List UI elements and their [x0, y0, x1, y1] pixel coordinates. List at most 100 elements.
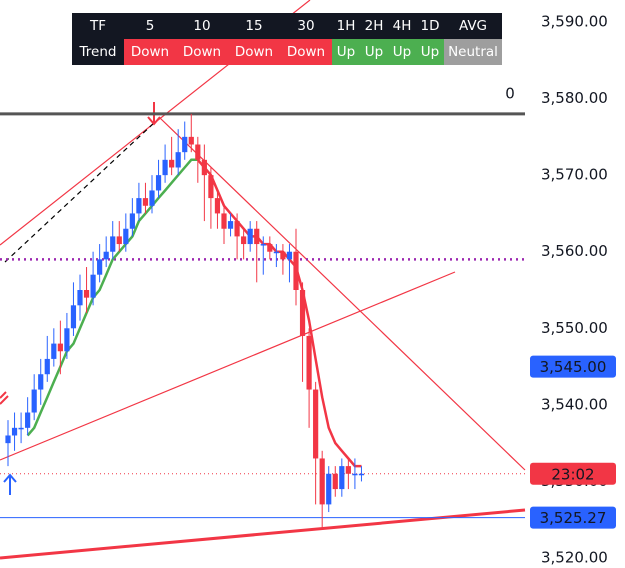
moving-average	[196, 158, 362, 468]
price-tag-label: 23:02	[551, 465, 594, 483]
candle-body	[345, 466, 351, 474]
candle-body	[116, 236, 122, 245]
table-header-text: 1H	[337, 18, 356, 34]
table-header-text: TF	[89, 18, 106, 34]
table-cell	[228, 39, 280, 65]
table-cell	[416, 39, 444, 65]
candle-body	[286, 251, 293, 260]
candle-body	[227, 221, 234, 229]
candle-body	[44, 358, 50, 375]
table-cell	[280, 39, 332, 65]
candle-body	[280, 251, 286, 260]
candle-body	[188, 136, 194, 145]
candle-body	[38, 374, 44, 390]
y-tick-label: 3,540.00	[541, 395, 608, 413]
candle-body	[142, 198, 149, 206]
candle-body	[247, 228, 253, 245]
y-tick-label: 3,520.00	[541, 549, 608, 567]
table-cell	[72, 39, 124, 65]
table-cell	[444, 39, 502, 65]
candle-body	[221, 213, 227, 229]
table-header-text: 4H	[393, 18, 412, 34]
price-tag	[530, 506, 616, 529]
candle-body	[319, 458, 325, 505]
candle-body	[273, 251, 279, 254]
table-cell-text: Trend	[79, 44, 117, 60]
candle-body	[70, 305, 77, 329]
table-cell-text: Neutral	[448, 44, 498, 60]
candle-body	[51, 343, 57, 359]
trend-table: TF Trend 5 Down 10 Down 15 Down 30 Down 1H Up 2H Up 4H…	[72, 13, 502, 65]
candle-body	[299, 290, 306, 336]
candle-body	[11, 427, 18, 436]
table-header-cell	[332, 13, 360, 39]
candle-body	[103, 251, 109, 260]
candle-body	[129, 213, 135, 229]
table-cell-text: Down	[287, 44, 325, 60]
candle-body	[214, 198, 221, 214]
table-cell-text: Down	[235, 44, 273, 60]
table-cell	[388, 39, 416, 65]
trend-line	[0, 271, 456, 461]
table-cell	[332, 39, 360, 65]
candle-body	[339, 466, 345, 490]
candle-body	[254, 228, 260, 245]
trend-line	[159, 117, 526, 471]
y-tick-label: 3,560.00	[541, 242, 608, 260]
candle-body	[110, 236, 116, 252]
candle-body	[5, 435, 11, 444]
price-tag	[530, 355, 616, 378]
table-header-cell	[124, 13, 176, 39]
table-cell	[176, 39, 228, 65]
y-tick-label: 3,550.00	[541, 319, 608, 337]
h-line-label: 0	[505, 84, 515, 102]
candle-body	[175, 152, 181, 168]
candle-body	[195, 144, 201, 160]
moving-average	[26, 158, 198, 437]
candle-body	[201, 159, 207, 176]
y-tick-label: 3,570.00	[541, 166, 608, 184]
candle-body	[352, 473, 358, 476]
y-tick-label: 3,580.00	[541, 89, 608, 107]
candle-body	[267, 244, 273, 252]
table-cell-text: Up	[421, 44, 439, 60]
table-header-cell	[388, 13, 416, 39]
price-tag	[530, 462, 616, 485]
candle-body	[260, 244, 266, 246]
table-cell-text: Up	[393, 44, 411, 60]
candle-body	[313, 389, 319, 459]
candle-body	[208, 175, 214, 199]
table-header-cell	[72, 13, 124, 39]
table-cell-text: Up	[365, 44, 383, 60]
table-cell-text: Up	[337, 44, 355, 60]
candle-body	[90, 274, 96, 298]
table-cell	[124, 39, 176, 65]
candle-body	[358, 473, 365, 476]
candle-body	[18, 427, 24, 430]
candle-body	[306, 335, 312, 390]
table-header-text: 2H	[365, 18, 384, 34]
table-header-cell	[228, 13, 280, 39]
arrow-down	[0, 391, 9, 405]
candle-body	[293, 251, 299, 290]
y-tick-label: 3,590.00	[541, 13, 608, 31]
candle-body	[149, 190, 155, 206]
table-header-cell	[176, 13, 228, 39]
candle-body	[162, 159, 168, 176]
price-tag-label: 3,525.27	[540, 509, 607, 527]
candle-body	[77, 290, 83, 306]
table-header-text: AVG	[459, 18, 487, 34]
candle-body	[326, 473, 332, 505]
table-header-text: 1D	[421, 18, 440, 34]
candle-body	[241, 236, 247, 245]
trend-lines	[0, 0, 526, 560]
candle-body	[83, 290, 90, 298]
table-header-text: 15	[245, 18, 262, 34]
candle-body	[25, 412, 31, 428]
candle-body	[57, 343, 63, 352]
table-header-text: 10	[193, 18, 210, 34]
table-cell-text: Down	[131, 44, 169, 60]
plot: 0 3,590.00 3,580.00 3,570.00 3,560.00 3,550.0…	[0, 13, 616, 567]
table-header-cell	[360, 13, 388, 39]
